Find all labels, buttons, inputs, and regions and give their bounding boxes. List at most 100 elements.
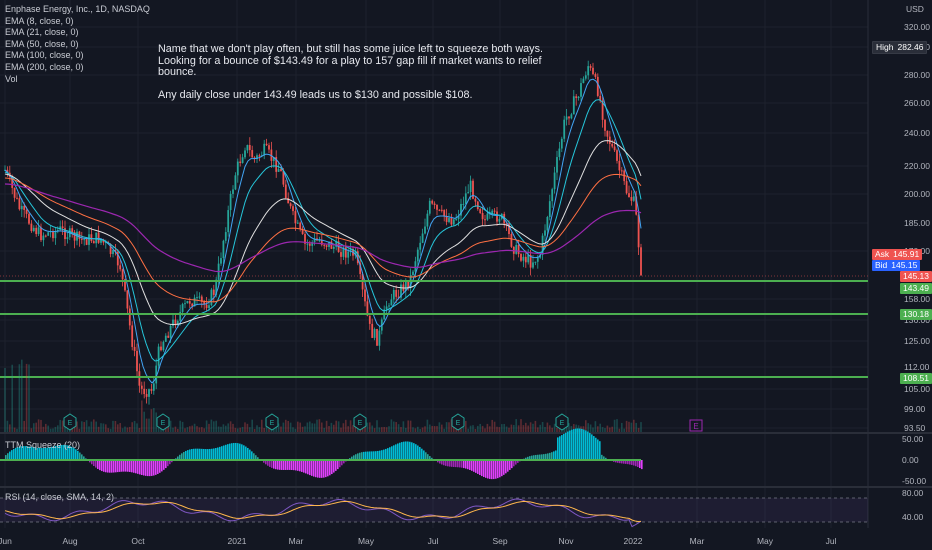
ttm-bar <box>145 460 147 476</box>
ttm-bar <box>55 445 57 460</box>
ttm-bar <box>211 448 213 460</box>
ttm-bar <box>353 455 355 460</box>
volume-bar <box>93 419 95 432</box>
candle-body <box>181 304 184 312</box>
candle-body <box>212 289 215 295</box>
candle-body <box>150 389 153 391</box>
candle-body <box>354 251 357 256</box>
indicator-volume[interactable]: Vol <box>5 73 18 84</box>
candle-body <box>534 261 537 263</box>
ttm-bar <box>505 460 507 474</box>
volume-bar <box>33 423 35 432</box>
candle-body <box>232 189 234 194</box>
candle-body <box>635 196 638 215</box>
ttm-bar <box>239 443 241 460</box>
volume-bar <box>201 427 203 432</box>
volume-bar <box>397 424 400 432</box>
ttm-bar <box>595 437 597 460</box>
ttm-bar <box>73 447 75 460</box>
volume-bar <box>273 428 275 432</box>
volume-bar <box>556 427 558 432</box>
volume-bar <box>256 425 258 432</box>
ttm-bar <box>333 460 335 473</box>
indicator-ema200[interactable]: EMA (200, close, 0) <box>5 61 84 72</box>
ttm-bar <box>171 460 173 463</box>
volume-bar <box>59 419 61 432</box>
ttm-bar <box>243 445 245 460</box>
candle-body <box>630 197 633 201</box>
candle-body <box>155 365 158 384</box>
volume-bar <box>328 425 330 432</box>
volume-bar <box>261 419 263 432</box>
ttm-bar <box>135 460 137 474</box>
ttm-bar <box>485 460 487 478</box>
candle-body <box>169 325 172 338</box>
ttm-bar <box>543 454 545 460</box>
rsi-label[interactable]: RSI (14, close, SMA, 14, 2) <box>5 492 115 502</box>
ttm-bar <box>161 460 163 472</box>
symbol-title[interactable]: Enphase Energy, Inc., 1D, NASDAQ <box>5 4 150 14</box>
earnings-icon <box>353 413 367 431</box>
candle-body <box>304 234 306 244</box>
ttm-bar <box>373 451 375 460</box>
volume-bar <box>234 427 237 432</box>
ttm-bar <box>63 444 65 460</box>
ttm-bar <box>291 460 293 471</box>
volume-bar <box>42 426 45 432</box>
volume-bar <box>179 420 181 432</box>
ttm-bar <box>445 460 447 466</box>
volume-bar <box>81 421 83 432</box>
candle-body <box>44 235 47 237</box>
ttm-bar <box>263 460 265 463</box>
candle-body <box>395 289 398 297</box>
ttm-bar <box>593 436 595 460</box>
rsi-line <box>4 498 642 528</box>
ttm-bar <box>639 460 641 469</box>
candle-body <box>289 203 292 207</box>
ttm-bar <box>197 448 199 460</box>
ttm-bar <box>525 457 527 460</box>
time-axis-tick: 2022 <box>624 536 643 546</box>
indicator-ema100[interactable]: EMA (100, close, 0) <box>5 50 84 61</box>
ttm-bar <box>571 429 573 460</box>
volume-bar <box>489 426 491 432</box>
ttm-bar <box>417 445 419 460</box>
ttm-squeeze-label[interactable]: TTM Squeeze (20) <box>5 440 81 450</box>
ttm-bar <box>271 460 273 468</box>
ttm-bar <box>397 443 399 460</box>
ttm-bar <box>235 442 237 460</box>
ttm-bar <box>311 460 313 476</box>
ttm-bar <box>427 454 429 460</box>
ttm-bar <box>437 460 439 463</box>
candle-body <box>275 157 278 172</box>
ttm-bar <box>479 460 481 476</box>
indicator-ema21[interactable]: EMA (21, close, 0) <box>5 27 79 38</box>
ttm-bar <box>515 460 517 465</box>
candle-body <box>299 222 302 229</box>
volume-bar <box>407 420 409 432</box>
candle-body <box>332 246 335 249</box>
time-axis-tick: Jul <box>826 536 837 546</box>
volume-bar <box>35 422 37 432</box>
ttm-bar <box>277 460 279 470</box>
ttm-bar <box>253 453 255 460</box>
volume-bar <box>246 423 249 432</box>
indicator-ema8[interactable]: EMA (8, close, 0) <box>5 15 74 26</box>
candle-body <box>436 204 438 210</box>
indicator-ema50[interactable]: EMA (50, close, 0) <box>5 38 79 49</box>
candle-body <box>438 209 441 211</box>
volume-bar <box>263 427 265 432</box>
level-130-tag: 130.18 <box>900 309 932 320</box>
candle-body <box>172 319 174 326</box>
volume-bar <box>465 420 467 432</box>
ttm-bar <box>501 460 503 477</box>
candle-body <box>56 229 59 232</box>
candle-body <box>205 304 208 309</box>
volume-bar <box>474 428 477 432</box>
volume-bar <box>52 428 54 432</box>
ttm-bar <box>429 456 431 460</box>
candle-body <box>428 200 431 214</box>
ttm-bar <box>15 447 17 460</box>
ttm-bar <box>13 448 15 460</box>
